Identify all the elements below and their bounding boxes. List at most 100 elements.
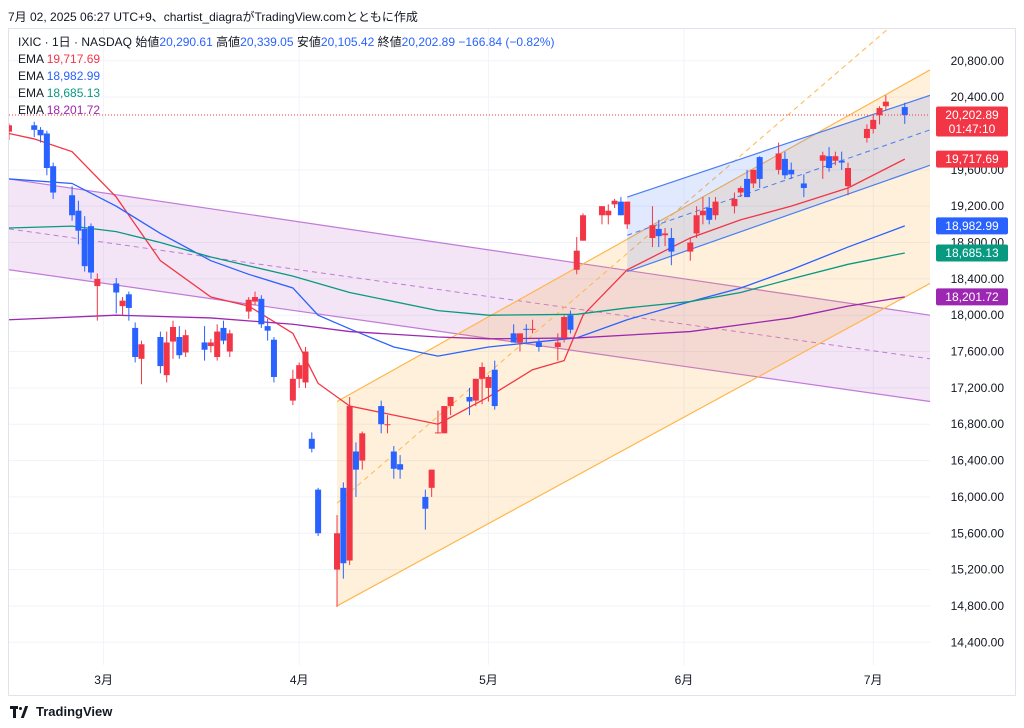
candle-body	[207, 342, 214, 347]
channel-mid-0	[9, 228, 930, 360]
x-tick-label: 4月	[290, 673, 309, 687]
ema-row-4[interactable]: EMA 18,201.72	[18, 102, 554, 119]
channel-lower-1	[336, 282, 930, 607]
candle-body	[157, 337, 164, 367]
channel-lower-0	[9, 269, 930, 403]
candle-body	[252, 297, 259, 302]
candle-body	[176, 337, 183, 356]
candle-body	[9, 125, 12, 132]
candle-body	[119, 300, 126, 307]
candle-body	[220, 327, 227, 341]
ema-row-2[interactable]: EMA 18,982.99	[18, 68, 554, 85]
candle-body	[605, 210, 612, 216]
candle-body	[567, 315, 574, 330]
ema-line-3	[9, 296, 905, 340]
chart-frame	[8, 28, 1016, 696]
footer: TradingView	[10, 704, 112, 719]
candle-body	[352, 451, 359, 470]
candle-body	[75, 210, 82, 231]
candle-body	[573, 250, 580, 270]
channel-upper-0	[9, 178, 930, 316]
candle-body	[617, 201, 624, 216]
ema-line-0	[9, 132, 906, 425]
candle-body	[750, 169, 757, 184]
y-tick-label: 16,000.00	[951, 490, 1005, 504]
legend: IXIC · 1日 · NASDAQ 始値20,290.61 高値20,339.…	[18, 34, 554, 119]
price-label: 18,685.13	[945, 246, 999, 260]
candle-body	[731, 198, 738, 207]
candle-body	[50, 166, 57, 193]
channel-fill-1	[337, 69, 930, 606]
channel-mid-1	[336, 29, 889, 504]
open-value: 20,290.61	[159, 35, 213, 49]
price-label-bg	[936, 288, 1008, 306]
candle-body	[775, 153, 782, 170]
y-tick-label: 15,600.00	[951, 526, 1005, 540]
ema-row-1[interactable]: EMA 19,717.69	[18, 51, 554, 68]
ema-value: 18,201.72	[46, 103, 101, 117]
candle-body	[125, 294, 132, 308]
price-label-bg	[936, 217, 1008, 235]
candle-body	[516, 333, 523, 343]
ohlc-row: IXIC · 1日 · NASDAQ 始値20,290.61 高値20,339.…	[18, 34, 554, 51]
candle-body	[863, 128, 870, 139]
chart-caption: 7月 02, 2025 06:27 UTC+9、chartist_diagraが…	[8, 10, 418, 24]
candle-body	[81, 228, 88, 267]
candle-body	[397, 464, 404, 470]
candle-body	[69, 195, 76, 216]
candle-body	[163, 342, 170, 376]
ema-label: EMA	[18, 103, 44, 117]
close-value: 20,202.89	[401, 35, 456, 49]
symbol-label[interactable]: IXIC · 1日 · NASDAQ	[18, 35, 133, 49]
candle-body	[289, 378, 296, 401]
candle-body	[270, 339, 277, 377]
candle-body	[491, 369, 498, 407]
low-label: 安値	[296, 35, 321, 49]
candle-body	[182, 335, 189, 353]
y-tick-label: 16,400.00	[951, 454, 1005, 468]
candle-body	[434, 432, 441, 434]
ema-label: EMA	[18, 69, 44, 83]
candle-body	[655, 228, 662, 237]
candle-body	[447, 396, 454, 407]
candle-body	[737, 188, 744, 193]
candle-body	[31, 125, 38, 130]
y-tick-label: 16,800.00	[951, 417, 1005, 431]
candle-body	[132, 327, 139, 357]
y-tick-label: 20,400.00	[951, 90, 1005, 104]
candle-body	[844, 168, 851, 187]
candle-body	[781, 158, 788, 176]
candle-body	[37, 129, 44, 136]
candle-body	[441, 406, 448, 434]
x-tick-label: 5月	[479, 673, 498, 687]
candle-body	[308, 438, 315, 449]
candle-body	[214, 331, 221, 357]
candle-body	[870, 119, 877, 129]
close-label: 終値	[377, 35, 402, 49]
ema-row-3[interactable]: EMA 18,685.13	[18, 85, 554, 102]
candle-body	[800, 183, 807, 188]
candle-body	[340, 487, 347, 564]
candle-body	[315, 489, 322, 534]
ema-label: EMA	[18, 52, 44, 66]
low-value: 20,105.42	[320, 35, 375, 49]
candle-body	[94, 278, 101, 287]
candle-body	[390, 451, 397, 469]
y-tick-label: 15,200.00	[951, 563, 1005, 577]
candle-body	[296, 365, 303, 379]
candle-body	[649, 225, 656, 238]
candle-body	[466, 396, 473, 402]
candle-body	[302, 351, 309, 383]
candle-body	[744, 178, 751, 198]
candle-body	[876, 108, 883, 116]
candle-body	[485, 376, 492, 388]
candle-body	[529, 328, 536, 330]
candle-body	[346, 406, 353, 561]
y-tick-label: 19,200.00	[951, 199, 1005, 213]
change-value: −166.84 (−0.82%)	[458, 35, 555, 49]
candle-body	[756, 157, 763, 179]
candle-body	[882, 101, 889, 107]
candle-body	[170, 327, 177, 342]
candle-body	[201, 342, 208, 350]
